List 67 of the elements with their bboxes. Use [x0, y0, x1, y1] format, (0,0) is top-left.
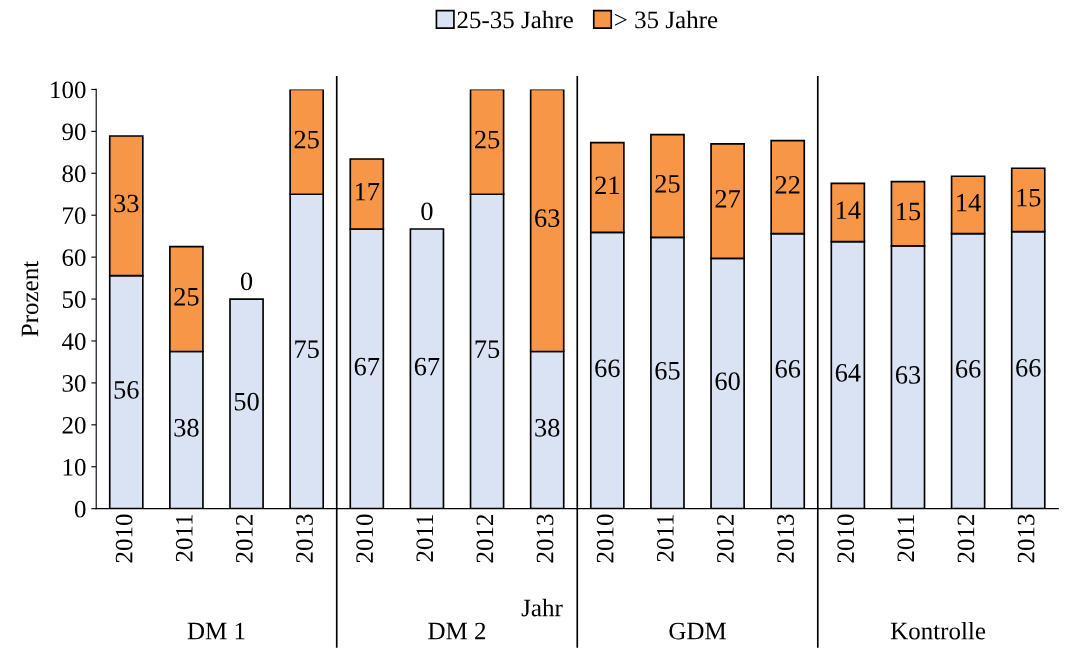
- data-label: 22: [775, 175, 800, 194]
- legend-label: 25-35 Jahre: [457, 10, 573, 29]
- data-label: 25: [174, 287, 199, 306]
- data-label: 38: [535, 418, 560, 437]
- x-tick-label: 2011: [897, 515, 915, 562]
- y-tick-label: 40: [61, 333, 86, 350]
- data-label: 56: [114, 381, 139, 399]
- text: GDM: [669, 622, 726, 640]
- data-label: 64: [835, 364, 861, 382]
- y-tick-label: 70: [63, 207, 86, 225]
- y-tick-label: 80: [62, 165, 86, 183]
- y-tick-label: 60: [62, 249, 86, 267]
- x-tick-label: 2012: [716, 514, 734, 563]
- data-label: 67: [414, 357, 440, 376]
- x-tick-label: 2013: [1017, 514, 1035, 563]
- data-label: 66: [956, 360, 981, 378]
- x-tick-label: 2011: [175, 515, 193, 562]
- x-tick-label: 2013: [536, 514, 554, 563]
- data-label: 50: [234, 392, 259, 411]
- data-label: 27: [715, 190, 741, 208]
- data-label: 63: [535, 209, 560, 228]
- y-tick-label: 30: [62, 374, 86, 392]
- x-tick-label: 2012: [235, 514, 253, 563]
- data-label: 14: [836, 201, 861, 219]
- data-label: 17: [355, 182, 380, 201]
- data-label: 15: [897, 202, 921, 221]
- data-label: 67: [354, 357, 380, 376]
- x-tick-label: 2011: [416, 515, 434, 562]
- data-label: 25: [294, 130, 319, 149]
- data-label: 66: [595, 359, 620, 378]
- data-label: 38: [174, 418, 199, 437]
- x-tick-label: 2013: [777, 514, 794, 563]
- data-label: 60: [715, 372, 740, 391]
- data-label: 14: [957, 193, 981, 212]
- data-label: 15: [1017, 188, 1041, 207]
- data-label: 63: [895, 366, 921, 384]
- data-label: 75: [475, 340, 500, 359]
- text: DM 1: [187, 622, 245, 640]
- data-label: 25: [655, 174, 680, 193]
- x-tick-label: 2011: [656, 515, 674, 562]
- x-tick-label: 2010: [837, 514, 855, 563]
- x-tick-label: 2013: [296, 514, 313, 563]
- text: DM 2: [428, 622, 486, 640]
- data-label: 66: [775, 360, 801, 378]
- y-tick-label: 100: [51, 81, 86, 99]
- y-axis-title: Prozent: [21, 261, 39, 337]
- x-tick-label: 2012: [476, 514, 494, 563]
- y-tick-label: 90: [62, 123, 86, 141]
- x-tick-label: 2010: [596, 514, 614, 563]
- legend-label: > 35 Jahre: [615, 10, 718, 29]
- x-tick-label: 2010: [115, 514, 133, 563]
- y-tick-label: 10: [63, 458, 86, 476]
- y-tick-label: 0: [74, 500, 86, 518]
- data-label: 75: [295, 340, 319, 359]
- y-tick-label: 50: [62, 291, 86, 308]
- x-tick-label: 2010: [356, 514, 374, 563]
- data-label: 0: [240, 272, 253, 291]
- text: Kontrolle: [890, 621, 986, 640]
- data-label: 21: [595, 176, 619, 194]
- data-label: 33: [114, 194, 139, 213]
- data-label: 65: [655, 361, 680, 380]
- x-tick-label: 2012: [957, 514, 975, 563]
- x-axis-title: Jahr: [521, 598, 563, 617]
- data-label: 66: [1016, 358, 1041, 377]
- y-tick-label: 20: [62, 416, 86, 434]
- data-label: 0: [421, 202, 433, 221]
- data-label: 25: [475, 130, 500, 149]
